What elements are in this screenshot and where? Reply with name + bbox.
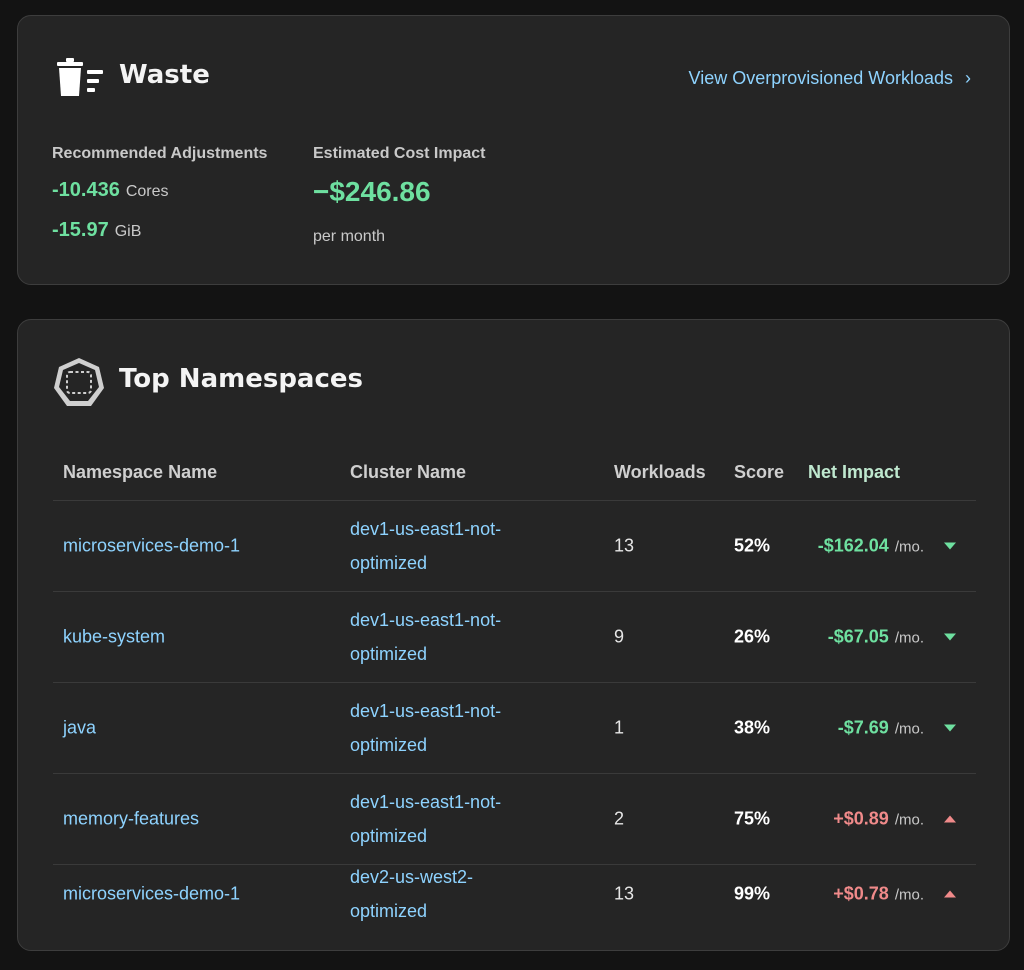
net-impact-unit: /mo. — [894, 811, 924, 829]
net-impact-value: -$7.69 — [837, 717, 889, 738]
namespace-link[interactable]: java — [63, 717, 97, 738]
namespace-link[interactable]: memory-features — [63, 808, 200, 829]
view-overprovisioned-workloads-label: View Overprovisioned Workloads — [688, 68, 953, 88]
net-impact: +$0.89 /mo. — [833, 809, 956, 830]
view-overprovisioned-workloads-link[interactable]: View Overprovisioned Workloads › — [689, 68, 971, 89]
cluster-link[interactable]: dev1-us-east1-not-optimized — [350, 792, 502, 846]
net-impact-unit: /mo. — [894, 886, 924, 903]
memory-value: -15.97 — [52, 219, 109, 241]
net-impact-unit: /mo. — [894, 720, 924, 738]
top-namespaces-title: Top Namespaces — [119, 364, 363, 394]
table-row: java dev1-us-east1-not-optimized 1 38% -… — [53, 683, 976, 774]
chevron-right-icon: › — [965, 68, 971, 88]
net-impact-value: -$162.04 — [817, 535, 889, 556]
namespace-link[interactable]: kube-system — [63, 626, 166, 647]
estimated-cost-value: −$246.86 — [313, 176, 431, 207]
table-row: microservices-demo-1 dev1-us-east1-not-o… — [53, 501, 976, 592]
score-value: 26% — [734, 626, 771, 647]
net-impact-value: +$0.78 — [833, 883, 889, 903]
table-row: memory-features dev1-us-east1-not-optimi… — [53, 774, 976, 865]
recommended-adjustments-label: Recommended Adjustments — [52, 145, 268, 162]
net-impact-value: +$0.89 — [833, 808, 889, 829]
net-impact-value: -$67.05 — [827, 626, 889, 647]
namespaces-table: Namespace Name Cluster Name Workloads Sc… — [53, 450, 976, 922]
caret-down-icon — [944, 542, 956, 550]
cores-unit: Cores — [125, 183, 169, 200]
waste-title: Waste — [119, 60, 210, 90]
net-impact-unit: /mo. — [894, 629, 924, 647]
net-impact: +$0.78 /mo. — [833, 883, 956, 904]
cost-period: per month — [313, 228, 386, 245]
namespace-link[interactable]: microservices-demo-1 — [63, 535, 241, 556]
header-cluster-name: Cluster Name — [350, 462, 467, 482]
net-impact-unit: /mo. — [894, 538, 924, 556]
cluster-link[interactable]: dev1-us-east1-not-optimized — [350, 519, 502, 573]
header-net-impact: Net Impact — [808, 462, 901, 482]
workloads-count: 13 — [614, 535, 635, 556]
score-value: 38% — [734, 717, 771, 738]
score-value: 75% — [734, 808, 771, 829]
cluster-link[interactable]: dev2-us-west2-optimized — [350, 866, 474, 921]
workloads-count: 1 — [614, 717, 625, 738]
memory-unit: GiB — [114, 223, 142, 240]
cores-adjustment: -10.436 Cores — [52, 179, 169, 202]
workloads-count: 9 — [614, 626, 625, 647]
header-score: Score — [734, 462, 785, 482]
score-value: 52% — [734, 535, 771, 556]
table-row: kube-system dev1-us-east1-not-optimized … — [53, 592, 976, 683]
header-workloads: Workloads — [614, 462, 706, 482]
caret-up-icon — [944, 815, 956, 823]
workloads-count: 2 — [614, 808, 625, 829]
table-row: microservices-demo-1 dev2-us-west2-optim… — [53, 865, 976, 922]
caret-down-icon — [944, 633, 956, 641]
workloads-count: 13 — [614, 883, 635, 903]
net-impact: -$7.69 /mo. — [838, 718, 956, 739]
cores-value: -10.436 — [52, 179, 120, 201]
namespace-link[interactable]: microservices-demo-1 — [63, 883, 241, 903]
top-namespaces-card: Top Namespaces Namespace Name Cluster Na… — [17, 319, 1010, 951]
net-impact: -$162.04 /mo. — [818, 536, 956, 557]
table-header: Namespace Name Cluster Name Workloads Sc… — [53, 450, 976, 501]
cluster-link[interactable]: dev1-us-east1-not-optimized — [350, 610, 502, 664]
trash-icon — [57, 58, 103, 96]
header-namespace-name: Namespace Name — [63, 462, 218, 482]
caret-up-icon — [944, 890, 956, 897]
score-value: 99% — [734, 883, 771, 903]
memory-adjustment: -15.97 GiB — [52, 219, 141, 242]
estimated-cost-impact-label: Estimated Cost Impact — [313, 145, 486, 162]
net-impact: -$67.05 /mo. — [828, 627, 956, 648]
kubernetes-namespace-icon — [54, 358, 104, 406]
waste-card: Waste View Overprovisioned Workloads › R… — [17, 15, 1010, 285]
caret-down-icon — [944, 724, 956, 732]
cluster-link[interactable]: dev1-us-east1-not-optimized — [350, 701, 502, 755]
